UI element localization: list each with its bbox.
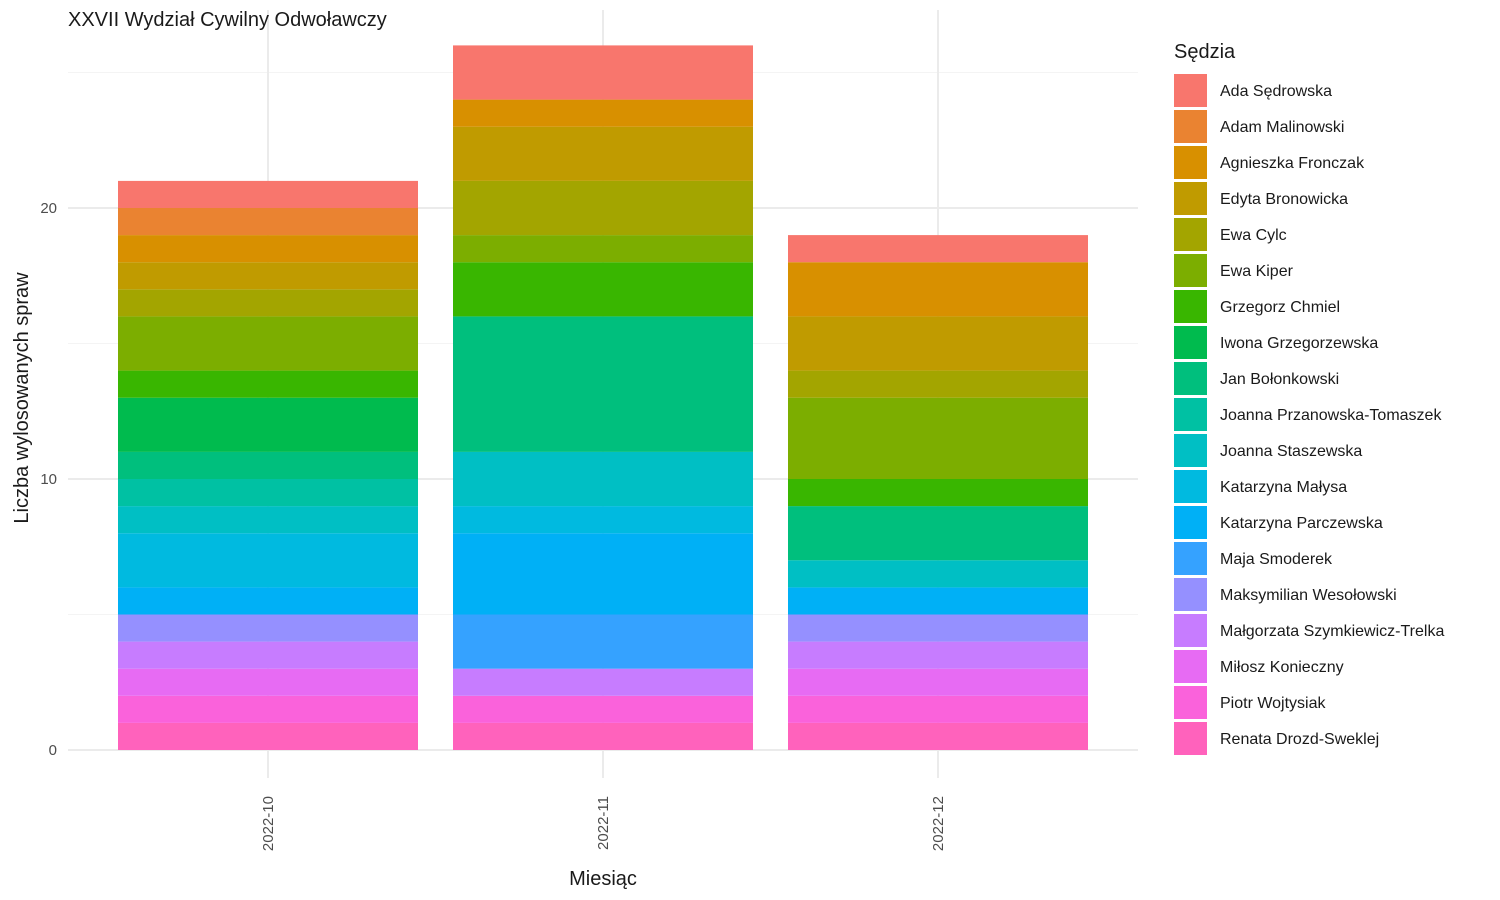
legend-label: Ada Sędrowska [1220, 83, 1332, 100]
bar-segment [788, 316, 1088, 371]
legend-swatch [1174, 434, 1207, 467]
bar-segment [453, 668, 753, 696]
bar-segment [453, 614, 753, 669]
bar-segment [788, 370, 1088, 398]
legend-swatch [1174, 218, 1207, 251]
bar-segment [788, 614, 1088, 642]
bar-segment [118, 180, 418, 208]
bar-segment [118, 451, 418, 479]
legend-swatch [1174, 398, 1207, 431]
legend-label: Agnieszka Fronczak [1220, 155, 1365, 172]
bar-segment [453, 506, 753, 534]
bar-segment [788, 235, 1088, 263]
bar-segment [118, 641, 418, 669]
bar-segment [788, 722, 1088, 750]
legend-label: Maja Smoderek [1220, 551, 1333, 568]
bar-segment [118, 722, 418, 750]
bar-segment [453, 235, 753, 263]
bar-segment [118, 614, 418, 642]
bar-segment [118, 316, 418, 371]
y-tick-label: 10 [40, 471, 57, 488]
bars-layer [118, 45, 1088, 750]
bar-segment [118, 208, 418, 236]
legend-label: Ewa Kiper [1220, 263, 1294, 280]
legend-label: Katarzyna Parczewska [1220, 515, 1383, 532]
bar-segment [118, 397, 418, 452]
legend-swatch [1174, 506, 1207, 539]
bar-segment [788, 695, 1088, 723]
legend-label: Maksymilian Wesołowski [1220, 587, 1397, 604]
legend-swatch [1174, 722, 1207, 755]
bar-segment [453, 126, 753, 181]
legend-swatch [1174, 110, 1207, 143]
bar-segment [118, 479, 418, 507]
legend-label: Iwona Grzegorzewska [1220, 335, 1378, 352]
legend-label: Adam Malinowski [1220, 119, 1344, 136]
legend-label: Edyta Bronowicka [1220, 191, 1348, 208]
bar-segment [453, 180, 753, 236]
legend-label: Małgorzata Szymkiewicz-Trelka [1220, 623, 1444, 640]
legend-title: Sędzia [1174, 41, 1236, 63]
legend-swatch [1174, 542, 1207, 575]
bar-segment [118, 695, 418, 723]
x-tick-label: 2022-12 [930, 796, 947, 851]
bar-segment [453, 45, 753, 100]
legend-label: Joanna Staszewska [1220, 443, 1362, 460]
bar-segment [788, 668, 1088, 696]
legend: Sędzia Ada Sędrowska Adam Malinowski Agnie… [1174, 41, 1444, 755]
x-axis-title: Miesiąc [569, 868, 637, 890]
legend-swatch [1174, 290, 1207, 323]
legend-swatch [1174, 182, 1207, 215]
bar-segment [118, 533, 418, 588]
x-tick-label: 2022-10 [260, 796, 277, 851]
bar-segment [788, 587, 1088, 615]
legend-swatch [1174, 614, 1207, 647]
x-tick-label: 2022-11 [595, 796, 612, 850]
legend-label: Ewa Cylc [1220, 227, 1287, 244]
legend-swatch [1174, 470, 1207, 503]
bar-segment [453, 451, 753, 507]
x-axis-ticks: 2022-10 2022-11 2022-12 [260, 796, 947, 851]
legend-label: Grzegorz Chmiel [1220, 299, 1340, 316]
legend-swatch [1174, 650, 1207, 683]
legend-label: Miłosz Konieczny [1220, 659, 1344, 676]
bar-segment [118, 587, 418, 615]
legend-label: Joanna Przanowska-Tomaszek [1220, 407, 1442, 424]
y-tick-label: 0 [49, 742, 57, 759]
chart-title: XXVII Wydział Cywilny Odwoławczy [68, 9, 387, 31]
legend-swatch [1174, 362, 1207, 395]
legend-swatch [1174, 146, 1207, 179]
legend-swatch [1174, 578, 1207, 611]
legend-label: Piotr Wojtysiak [1220, 695, 1327, 712]
bar-segment [788, 560, 1088, 588]
legend-label: Jan Bołonkowski [1220, 371, 1339, 388]
bar-segment [788, 262, 1088, 317]
bar-segment [453, 99, 753, 127]
legend-label: Katarzyna Małysa [1220, 479, 1347, 496]
legend-swatch [1174, 74, 1207, 107]
legend-swatch [1174, 254, 1207, 287]
bar-segment [453, 695, 753, 723]
bar-segment [453, 533, 753, 615]
y-tick-label: 20 [40, 200, 57, 217]
bar-segment [453, 262, 753, 317]
bar-segment [788, 641, 1088, 669]
bar-segment [453, 722, 753, 750]
bar-segment [118, 668, 418, 696]
bar-segment [453, 316, 753, 452]
bar-segment [118, 506, 418, 534]
y-axis-title: Liczba wylosowanych spraw [11, 272, 33, 524]
bar-segment [118, 289, 418, 317]
legend-swatch [1174, 686, 1207, 719]
bar-segment [118, 262, 418, 290]
bar-segment [788, 397, 1088, 479]
legend-label: Renata Drozd-Sweklej [1220, 731, 1379, 748]
bar-segment [788, 506, 1088, 561]
y-axis-ticks: 0 10 20 [40, 200, 57, 759]
legend-swatch [1174, 326, 1207, 359]
bar-segment [118, 235, 418, 263]
bar-segment [118, 370, 418, 398]
bar-segment [788, 479, 1088, 507]
